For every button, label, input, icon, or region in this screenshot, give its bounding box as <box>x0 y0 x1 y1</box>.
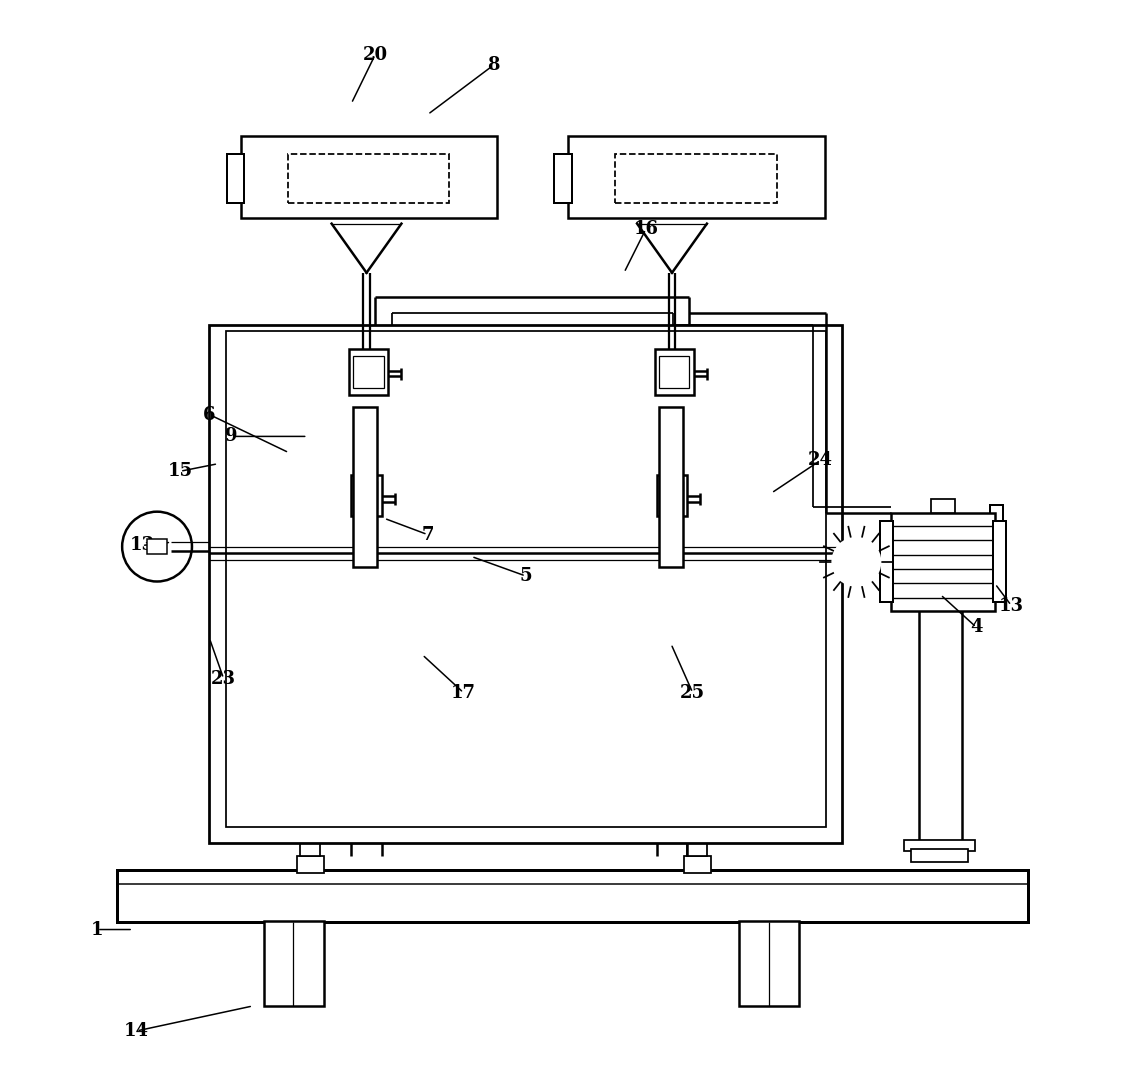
Text: 24: 24 <box>808 452 832 469</box>
Text: 25: 25 <box>680 684 705 702</box>
Text: 16: 16 <box>633 220 659 238</box>
Text: 13: 13 <box>130 537 155 554</box>
Text: 8: 8 <box>487 57 500 74</box>
Text: 15: 15 <box>167 463 193 480</box>
Bar <box>353 356 384 388</box>
Bar <box>351 475 381 516</box>
Bar <box>569 136 825 218</box>
Bar <box>300 843 319 856</box>
Bar <box>264 921 324 1006</box>
Bar <box>210 325 843 843</box>
Bar <box>905 840 976 851</box>
Bar <box>355 481 378 509</box>
Text: 4: 4 <box>970 619 982 636</box>
Text: 6: 6 <box>203 406 215 423</box>
Bar <box>659 356 689 388</box>
Text: 13: 13 <box>998 597 1024 614</box>
Bar <box>661 481 682 509</box>
Circle shape <box>832 538 880 586</box>
Bar <box>353 407 378 567</box>
Text: 1: 1 <box>90 921 104 938</box>
Bar <box>226 331 826 827</box>
Bar <box>891 513 995 611</box>
Bar <box>227 154 245 203</box>
Bar <box>615 154 777 203</box>
Text: 5: 5 <box>520 567 532 585</box>
Bar <box>687 843 707 856</box>
Bar <box>911 849 968 862</box>
Text: 7: 7 <box>422 526 434 543</box>
Bar <box>656 475 687 516</box>
Bar <box>297 856 324 873</box>
Bar <box>654 349 694 395</box>
Text: 17: 17 <box>451 684 476 702</box>
Bar <box>116 870 1028 922</box>
Bar <box>148 539 167 554</box>
Bar <box>288 154 449 203</box>
Text: 20: 20 <box>363 46 388 63</box>
Text: 14: 14 <box>124 1022 149 1040</box>
Text: 23: 23 <box>211 670 236 687</box>
Bar <box>880 521 893 602</box>
Bar <box>241 136 497 218</box>
Bar <box>659 407 682 567</box>
Bar <box>990 505 1003 595</box>
Bar <box>931 499 954 513</box>
Bar <box>349 349 388 395</box>
Bar <box>993 521 1006 602</box>
Bar <box>684 856 712 873</box>
Text: 9: 9 <box>224 428 238 445</box>
Bar <box>739 921 799 1006</box>
Bar <box>554 154 572 203</box>
